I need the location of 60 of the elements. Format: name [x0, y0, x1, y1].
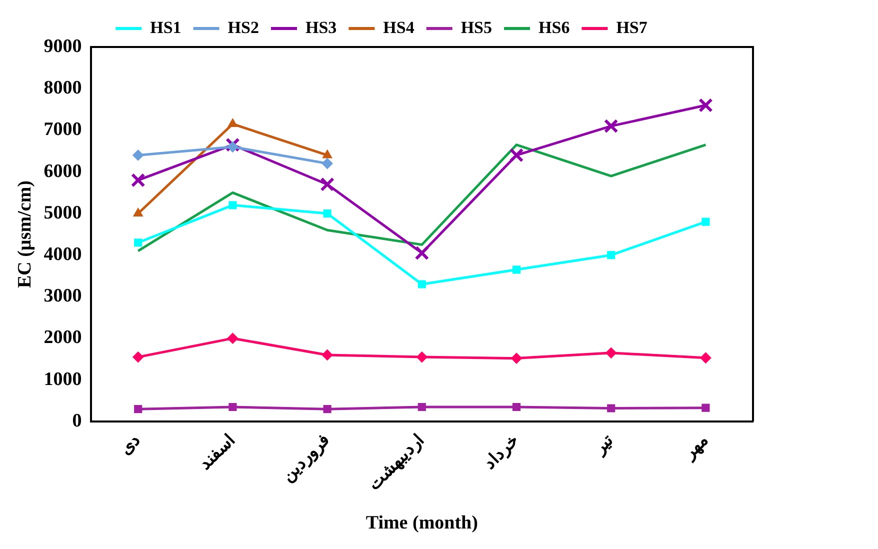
point: [130, 173, 146, 188]
x-tick-label: تیر: [588, 430, 618, 460]
x-tick-label: مهر: [678, 430, 712, 464]
legend-label: HS2: [228, 18, 259, 37]
point: [227, 332, 238, 344]
point: [228, 402, 237, 412]
point: [322, 349, 333, 360]
point: [698, 98, 713, 112]
point: [418, 280, 426, 288]
y-tick-label: 6000: [44, 160, 82, 182]
point: [416, 352, 428, 363]
point: [414, 246, 430, 260]
point: [133, 208, 143, 216]
point: [322, 158, 333, 170]
point: [607, 251, 616, 260]
point: [509, 148, 524, 162]
y-tick-label: 7000: [44, 119, 82, 140]
x-tick-label: فروردین: [278, 430, 334, 486]
x-tick-label: اردیبهشت: [364, 430, 429, 495]
point: [323, 405, 332, 414]
point: [322, 150, 332, 158]
point: [607, 404, 616, 412]
point: [700, 352, 712, 364]
legend-label: HS5: [460, 18, 492, 37]
y-tick-label: 5000: [44, 202, 82, 224]
point: [228, 118, 238, 127]
point: [320, 177, 334, 192]
legend-label: HS1: [150, 18, 182, 37]
point: [512, 266, 521, 274]
point: [418, 402, 426, 412]
point: [323, 209, 332, 218]
legend-label: HS6: [538, 18, 570, 37]
x-tick-label: خرداد: [480, 430, 524, 474]
point: [132, 352, 144, 363]
y-tick-label: 0: [72, 410, 82, 432]
point: [228, 201, 237, 210]
y-axis-title: EC (µsm/cm): [14, 180, 36, 288]
point: [227, 141, 238, 152]
point: [134, 238, 142, 247]
legend-label: HS4: [383, 18, 415, 37]
y-tick-label: 3000: [44, 286, 82, 307]
y-tick-label: 1000: [44, 368, 82, 390]
point: [604, 118, 618, 134]
point: [132, 150, 144, 161]
point: [606, 347, 617, 358]
x-axis-title: Time (month): [366, 512, 478, 534]
y-tick-label: 2000: [44, 327, 82, 348]
x-tick-label: دی: [116, 430, 144, 459]
y-tick-label: 8000: [44, 78, 82, 99]
point: [134, 405, 142, 414]
legend-label: HS3: [305, 18, 337, 37]
point: [512, 402, 521, 412]
legend-label: HS7: [616, 18, 648, 37]
y-tick-label: 9000: [44, 36, 82, 57]
x-tick-label: اسفند: [196, 430, 239, 474]
point: [511, 352, 522, 364]
point: [702, 404, 710, 412]
y-tick-label: 4000: [44, 244, 82, 265]
point: [702, 218, 710, 226]
point: [226, 138, 240, 152]
